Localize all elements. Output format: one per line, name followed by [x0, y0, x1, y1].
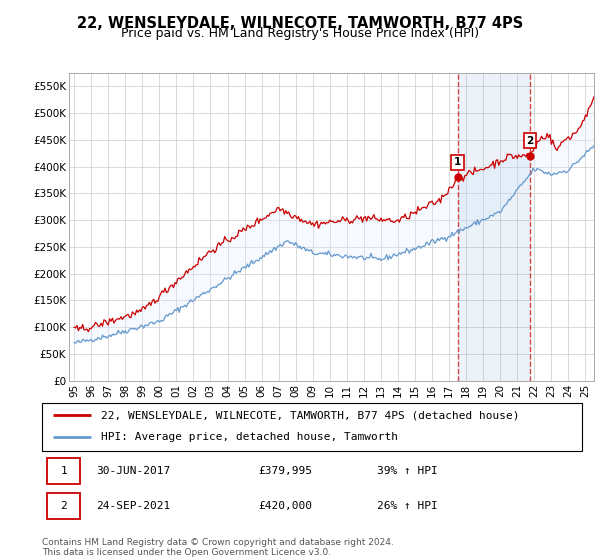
- Text: 1: 1: [60, 466, 67, 476]
- Bar: [458, 73, 530, 381]
- Text: 22, WENSLEYDALE, WILNECOTE, TAMWORTH, B77 4PS (detached house): 22, WENSLEYDALE, WILNECOTE, TAMWORTH, B7…: [101, 410, 520, 420]
- Text: £379,995: £379,995: [258, 466, 312, 476]
- Text: 39% ↑ HPI: 39% ↑ HPI: [377, 466, 437, 476]
- Bar: [47, 458, 80, 484]
- Text: 26% ↑ HPI: 26% ↑ HPI: [377, 501, 437, 511]
- Text: 22, WENSLEYDALE, WILNECOTE, TAMWORTH, B77 4PS: 22, WENSLEYDALE, WILNECOTE, TAMWORTH, B7…: [77, 16, 523, 31]
- Text: Contains HM Land Registry data © Crown copyright and database right 2024.
This d: Contains HM Land Registry data © Crown c…: [42, 538, 394, 557]
- Text: 2: 2: [60, 501, 67, 511]
- Bar: [47, 493, 80, 520]
- Text: 2: 2: [526, 136, 533, 146]
- Text: 24-SEP-2021: 24-SEP-2021: [96, 501, 170, 511]
- Text: 1: 1: [454, 157, 461, 167]
- Text: £420,000: £420,000: [258, 501, 312, 511]
- Text: HPI: Average price, detached house, Tamworth: HPI: Average price, detached house, Tamw…: [101, 432, 398, 442]
- Text: 30-JUN-2017: 30-JUN-2017: [96, 466, 170, 476]
- Text: Price paid vs. HM Land Registry's House Price Index (HPI): Price paid vs. HM Land Registry's House …: [121, 27, 479, 40]
